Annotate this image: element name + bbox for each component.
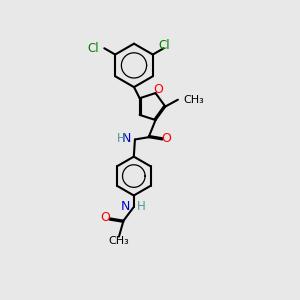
Text: CH₃: CH₃ — [109, 236, 129, 246]
Text: Cl: Cl — [88, 42, 99, 55]
Text: CH₃: CH₃ — [183, 95, 204, 105]
Text: N: N — [121, 200, 130, 213]
Text: H: H — [137, 200, 146, 213]
Text: O: O — [162, 132, 171, 145]
Text: N: N — [122, 132, 131, 145]
Text: O: O — [101, 211, 111, 224]
Text: O: O — [153, 83, 163, 96]
Text: Cl: Cl — [158, 39, 170, 52]
Text: H: H — [117, 132, 125, 145]
